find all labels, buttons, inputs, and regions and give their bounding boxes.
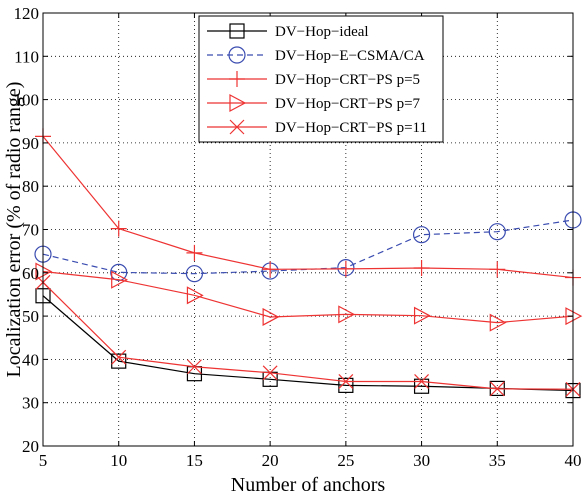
y-tick-label: 100 <box>14 91 40 110</box>
data-point-triangle <box>489 313 507 332</box>
series-line <box>42 295 574 392</box>
data-point-square <box>338 377 354 393</box>
x-axis-title: Number of anchors <box>231 474 386 496</box>
data-point-triangle <box>338 305 356 324</box>
y-tick-label: 30 <box>22 394 39 413</box>
series-line <box>42 136 574 279</box>
x-tick-label: 20 <box>262 451 279 470</box>
series-5 <box>35 274 581 397</box>
legend-label: DV−Hop−ideal <box>275 24 369 40</box>
series-line <box>42 270 574 324</box>
data-point-triangle <box>262 307 280 326</box>
legend-label: DV−Hop−CRT−PS p=5 <box>275 72 420 88</box>
series-2 <box>34 211 582 283</box>
data-point-plus <box>413 260 430 277</box>
data-point-plus <box>489 261 506 278</box>
data-point-triangle <box>186 286 204 305</box>
data-point-plus <box>229 71 245 87</box>
data-point-x <box>111 349 127 365</box>
y-tick-label: 20 <box>22 437 39 456</box>
legend-entry: DV−Hop−ideal <box>207 23 369 40</box>
legend-label: DV−Hop−E−CSMA/CA <box>275 48 425 64</box>
data-point-x <box>489 381 505 397</box>
legend-label: DV−Hop−CRT−PS p=7 <box>275 96 421 112</box>
series-line <box>42 219 574 275</box>
y-tick-label: 80 <box>22 177 39 196</box>
data-point-x <box>338 374 354 389</box>
y-tick-label: 110 <box>14 47 39 66</box>
data-point-plus <box>186 244 203 261</box>
y-tick-label: 70 <box>22 221 39 240</box>
data-point-plus <box>337 260 354 277</box>
data-point-circle <box>412 226 431 244</box>
data-point-plus <box>262 261 279 278</box>
data-point-x <box>229 119 245 135</box>
data-point-circle <box>488 223 506 241</box>
x-tick-label: 40 <box>565 451 582 470</box>
data-point-x <box>187 359 202 375</box>
data-point-circle <box>228 46 246 64</box>
x-tick-label: 30 <box>413 451 430 470</box>
legend-entry: DV−Hop−CRT−PS p=11 <box>207 119 427 136</box>
series-3 <box>35 128 581 286</box>
legend-label: DV−Hop−CRT−PS p=11 <box>275 120 427 136</box>
y-tick-label: 60 <box>22 264 39 283</box>
data-point-square <box>229 23 245 39</box>
data-point-plus <box>110 220 127 237</box>
data-point-triangle <box>413 306 431 325</box>
y-tick-label: 50 <box>22 307 39 326</box>
series-1 <box>35 288 581 399</box>
y-axis-title: Localization error (% of radio range) <box>3 82 25 378</box>
x-tick-label: 35 <box>489 451 506 470</box>
x-tick-label: 25 <box>337 451 354 470</box>
series-4 <box>35 262 583 332</box>
series-line <box>42 281 574 390</box>
legend-entry: DV−Hop−CRT−PS p=5 <box>207 71 420 88</box>
data-point-square <box>413 378 430 394</box>
x-tick-label: 5 <box>39 451 48 470</box>
y-tick-label: 90 <box>22 134 39 153</box>
data-point-triangle <box>111 270 128 289</box>
y-tick-label: 40 <box>22 350 39 369</box>
data-point-circle <box>185 265 204 283</box>
series-layer <box>34 128 583 399</box>
x-tick-label: 15 <box>186 451 203 470</box>
data-point-triangle <box>229 94 247 112</box>
y-tick-label: 120 <box>14 4 40 23</box>
data-point-square <box>111 353 127 369</box>
data-point-x <box>262 365 278 381</box>
legend-entry: DV−Hop−E−CSMA/CA <box>207 46 425 64</box>
data-point-circle <box>110 263 128 281</box>
legend-entry: DV−Hop−CRT−PS p=7 <box>207 94 421 112</box>
legend: DV−Hop−ideal DV−Hop−E−CSMA/CA DV−Hop−CRT−P… <box>198 15 444 143</box>
x-tick-label: 10 <box>110 451 127 470</box>
axes: 5 10 15 20 25 30 35 40 20 30 40 50 60 70 80 90 100 110 120 <box>14 4 582 470</box>
data-point-x <box>414 374 429 389</box>
